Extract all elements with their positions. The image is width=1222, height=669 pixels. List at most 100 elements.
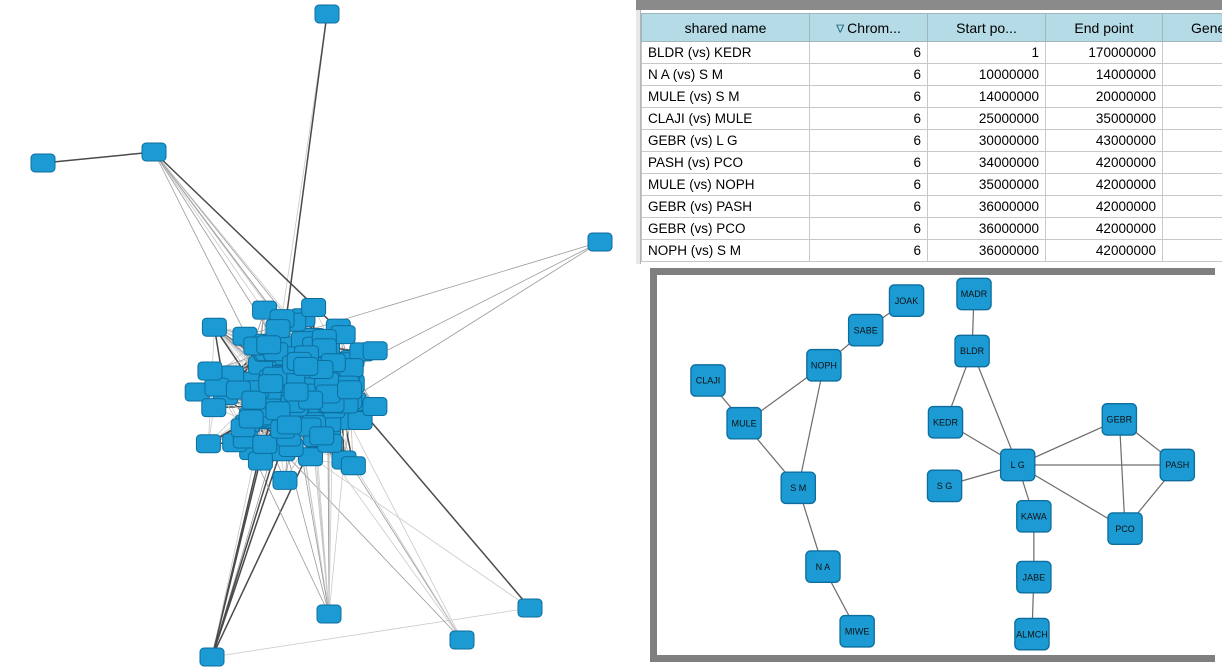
- table-row[interactable]: MULE (vs) S M614000000200000007.5: [641, 85, 1222, 108]
- cell-start_point: 35000000: [927, 173, 1046, 196]
- graph-node[interactable]: ALMCH: [1014, 617, 1050, 651]
- graph-node[interactable]: [309, 426, 335, 446]
- table-row[interactable]: BLDR (vs) KEDR61170000000192.0: [641, 41, 1222, 64]
- table-scroll-area[interactable]: shared name ∇ Chrom... Start po... End po…: [641, 13, 1222, 264]
- column-label-start-point: Start po...: [956, 19, 1017, 36]
- graph-node[interactable]: [283, 382, 309, 402]
- graph-node[interactable]: [199, 647, 225, 667]
- graph-node-label: ALMCH: [1016, 629, 1048, 639]
- main-network-canvas[interactable]: [0, 0, 636, 669]
- graph-node[interactable]: [204, 377, 230, 397]
- graph-node[interactable]: JOAK: [888, 284, 925, 317]
- graph-node[interactable]: PCO: [1107, 512, 1143, 545]
- graph-node[interactable]: [362, 341, 388, 361]
- graph-node[interactable]: [265, 319, 291, 339]
- graph-edge: [1017, 464, 1126, 530]
- graph-node[interactable]: L G: [999, 448, 1036, 482]
- cell-chromosome: 6: [809, 41, 928, 64]
- association-table[interactable]: shared name ∇ Chrom... Start po... End po…: [641, 13, 1222, 262]
- subnetwork-graph[interactable]: JOAK MADR SABE BLDR NOPH GEBR CLAJI KEDR MULE L G…: [657, 275, 1215, 655]
- graph-node[interactable]: [316, 604, 342, 624]
- cell-chromosome: 6: [809, 195, 928, 218]
- graph-node[interactable]: [201, 317, 227, 337]
- cell-chromosome: 6: [809, 151, 928, 174]
- graph-node[interactable]: [195, 434, 221, 454]
- sort-descending-icon: ∇: [836, 22, 845, 35]
- graph-node[interactable]: [272, 470, 298, 490]
- table-body[interactable]: BLDR (vs) KEDR61170000000192.0N A (vs) S…: [641, 41, 1222, 262]
- graph-node[interactable]: N A: [805, 550, 841, 583]
- subnetwork-edges: [707, 293, 1178, 635]
- graph-node[interactable]: [141, 142, 167, 162]
- graph-node[interactable]: BLDR: [954, 334, 990, 368]
- cell-genetic: 5.9: [1162, 107, 1222, 130]
- graph-node[interactable]: [337, 380, 363, 400]
- graph-node[interactable]: [252, 434, 278, 454]
- table-row[interactable]: N A (vs) S M610000000140000006.6: [641, 63, 1222, 86]
- graph-node[interactable]: SABE: [847, 313, 884, 347]
- graph-node[interactable]: [340, 456, 366, 476]
- graph-node[interactable]: PASH: [1159, 448, 1196, 482]
- graph-node[interactable]: [362, 397, 388, 417]
- graph-edge: [353, 401, 531, 609]
- graph-node[interactable]: KAWA: [1016, 499, 1052, 533]
- subnetwork-panel[interactable]: JOAK MADR SABE BLDR NOPH GEBR CLAJI KEDR MULE L G…: [650, 268, 1222, 662]
- graph-node[interactable]: S M: [780, 471, 817, 505]
- cell-chromosome: 6: [809, 63, 928, 86]
- graph-node[interactable]: [247, 451, 273, 471]
- cell-end_point: 20000000: [1045, 85, 1163, 108]
- table-row[interactable]: MULE (vs) NOPH6350000004200000010.5: [641, 173, 1222, 196]
- graph-node[interactable]: [314, 4, 340, 24]
- table-row[interactable]: CLAJI (vs) MULE625000000350000005.9: [641, 107, 1222, 130]
- subnetwork-panel-bottom-border: [650, 655, 1222, 662]
- table-row[interactable]: PASH (vs) PCO6340000004200000011.4: [641, 151, 1222, 174]
- main-network-graph[interactable]: [0, 0, 636, 669]
- graph-node[interactable]: [238, 409, 264, 429]
- main-network-nodes[interactable]: [30, 4, 613, 667]
- graph-node[interactable]: [347, 411, 373, 431]
- graph-node[interactable]: [301, 298, 327, 318]
- cell-chromosome: 6: [809, 217, 928, 240]
- table-row[interactable]: NOPH (vs) S M636000000420000009.9: [641, 239, 1222, 262]
- graph-node[interactable]: MIWE: [839, 614, 875, 648]
- graph-node[interactable]: [201, 398, 227, 418]
- cell-end_point: 43000000: [1045, 129, 1163, 152]
- table-vertical-scrollbar[interactable]: [636, 10, 641, 264]
- graph-node[interactable]: [293, 356, 319, 376]
- table-row[interactable]: GEBR (vs) PCO636000000420000008.4: [641, 217, 1222, 240]
- graph-node[interactable]: S G: [926, 469, 963, 503]
- graph-node-label: CLAJI: [696, 376, 721, 386]
- table-row[interactable]: GEBR (vs) PASH636000000420000008.9: [641, 195, 1222, 218]
- column-header-shared-name[interactable]: shared name: [641, 13, 810, 42]
- graph-node[interactable]: CLAJI: [690, 364, 726, 397]
- graph-node[interactable]: MADR: [956, 277, 992, 311]
- column-header-chromosome[interactable]: ∇ Chrom...: [809, 13, 928, 42]
- graph-node[interactable]: [30, 153, 56, 173]
- subnetwork-canvas[interactable]: JOAK MADR SABE BLDR NOPH GEBR CLAJI KEDR MULE L G…: [657, 275, 1222, 655]
- graph-node-label: BLDR: [960, 346, 985, 356]
- graph-node[interactable]: [587, 232, 613, 252]
- cell-chromosome: 6: [809, 239, 928, 262]
- graph-node[interactable]: KEDR: [927, 405, 964, 439]
- graph-node[interactable]: [197, 361, 223, 381]
- column-header-start-point[interactable]: Start po...: [927, 13, 1046, 42]
- cell-start_point: 34000000: [927, 151, 1046, 174]
- graph-node[interactable]: MULE: [726, 406, 762, 440]
- graph-node[interactable]: [449, 630, 475, 650]
- graph-node[interactable]: NOPH: [806, 348, 842, 382]
- graph-node[interactable]: [241, 390, 267, 410]
- column-header-end-point[interactable]: End point: [1045, 13, 1163, 42]
- graph-node[interactable]: [258, 374, 284, 394]
- graph-node-label: NOPH: [811, 360, 837, 370]
- cell-genetic: 11.4: [1162, 151, 1222, 174]
- column-label-shared-name: shared name: [684, 19, 767, 36]
- graph-node[interactable]: [256, 335, 282, 355]
- graph-node[interactable]: GEBR: [1101, 403, 1138, 436]
- graph-node[interactable]: JABE: [1016, 560, 1052, 594]
- cell-start_point: 36000000: [927, 195, 1046, 218]
- cell-chromosome: 6: [809, 107, 928, 130]
- graph-node[interactable]: [276, 415, 302, 435]
- table-row[interactable]: GEBR (vs) L G6300000004300000016.9: [641, 129, 1222, 152]
- graph-node[interactable]: [517, 598, 543, 618]
- column-header-genetic[interactable]: Genetic...: [1162, 13, 1222, 42]
